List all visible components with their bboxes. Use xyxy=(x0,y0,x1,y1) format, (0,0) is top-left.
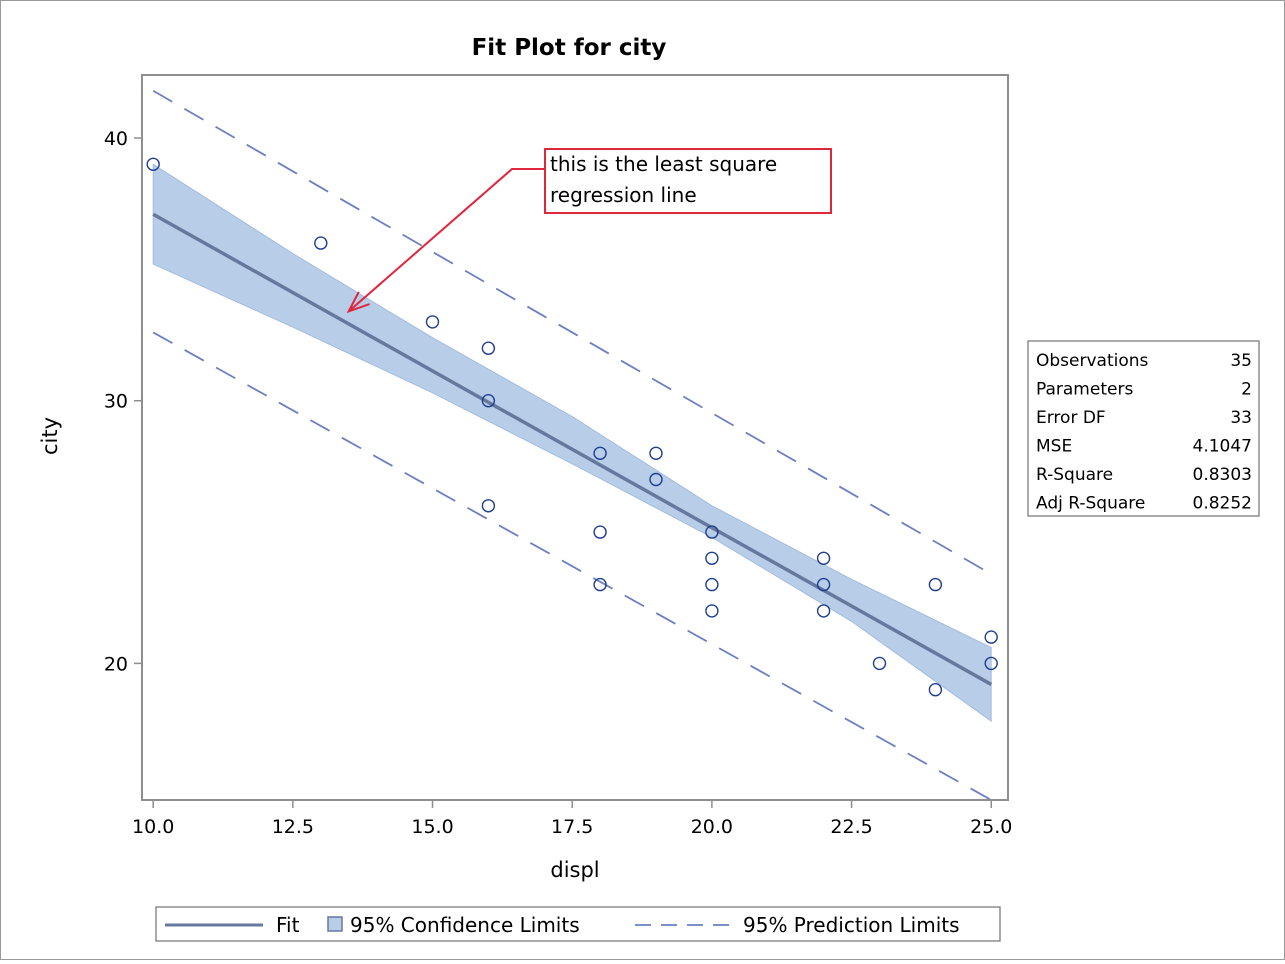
data-point-5 xyxy=(481,499,496,513)
annotation-line-2: regression line xyxy=(550,183,697,207)
x-tick-label-0: 10.0 xyxy=(132,816,174,838)
stats-label-5: Adj R-Square xyxy=(1036,494,1145,514)
data-point-13 xyxy=(705,577,719,592)
data-point-15 xyxy=(816,551,831,565)
x-tick-label-2: 15.0 xyxy=(411,816,453,838)
confidence-band xyxy=(152,163,992,723)
legend: Fit 95% Confidence Limits 95% Prediction… xyxy=(155,906,1001,942)
annotation-box xyxy=(544,148,832,214)
data-point-16 xyxy=(816,577,831,592)
prediction-limits-layer xyxy=(152,89,992,801)
x-tick-label-3: 17.5 xyxy=(551,816,593,838)
data-point-7 xyxy=(593,525,607,539)
data-point-22 xyxy=(984,656,998,671)
stats-value-3: 4.1047 xyxy=(1193,437,1252,457)
data-point-20 xyxy=(928,683,943,697)
x-axis-label: displ xyxy=(550,858,599,882)
data-point-19 xyxy=(928,577,943,592)
legend-box xyxy=(155,906,1001,942)
stats-value-5: 0.8252 xyxy=(1193,494,1252,514)
y-tick-label-2: 40 xyxy=(104,128,128,150)
data-point-17 xyxy=(816,604,831,618)
x-tick-label-4: 20.0 xyxy=(691,816,733,838)
data-point-1 xyxy=(314,236,328,250)
prediction-limit-lower xyxy=(152,331,992,801)
confidence-band-layer xyxy=(152,163,992,723)
stats-value-4: 0.8303 xyxy=(1193,465,1252,485)
data-point-18 xyxy=(872,656,887,671)
stats-box xyxy=(1027,340,1260,517)
y-tick-label-0: 20 xyxy=(104,653,128,675)
data-point-2 xyxy=(425,315,440,329)
x-tick-label-6: 25.0 xyxy=(970,816,1012,838)
stats-label-4: R-Square xyxy=(1036,465,1113,485)
annotation-arrow-line xyxy=(348,168,545,313)
y-tick-label-1: 30 xyxy=(104,391,128,413)
chart-title: Fit Plot for city xyxy=(472,35,667,61)
data-point-3 xyxy=(481,341,496,355)
fit-line xyxy=(152,212,993,686)
data-points-layer xyxy=(146,157,998,697)
stats-rows: Observations 35 Parameters 2 Error DF 33 MSE 4.… xyxy=(1036,351,1252,514)
data-point-12 xyxy=(705,551,719,565)
data-point-21 xyxy=(984,630,998,644)
stats-value-1: 2 xyxy=(1241,380,1252,400)
stats-label-1: Parameters xyxy=(1036,380,1133,400)
y-axis-label: city xyxy=(38,417,62,455)
fit-statistics-table: Observations 35 Parameters 2 Error DF 33 MSE 4.… xyxy=(1027,340,1260,517)
stats-label-3: MSE xyxy=(1036,437,1072,457)
data-point-11 xyxy=(705,525,719,539)
y-axis-ticks: 20 30 40 xyxy=(104,128,142,675)
legend-confidence-swatch xyxy=(327,916,343,932)
data-point-8 xyxy=(593,577,607,592)
x-axis-ticks: 10.0 12.5 15.0 17.5 20.0 22.5 25.0 xyxy=(132,800,1012,838)
plot-area-border xyxy=(141,74,1009,801)
data-point-6 xyxy=(593,446,607,460)
x-tick-label-5: 22.5 xyxy=(830,816,872,838)
data-point-0 xyxy=(146,157,160,172)
x-tick-label-1: 12.5 xyxy=(272,816,314,838)
data-point-14 xyxy=(705,604,719,618)
annotation: this is the least square regression line xyxy=(346,148,832,314)
data-point-9 xyxy=(649,446,663,460)
legend-prediction-label: 95% Prediction Limits xyxy=(743,913,960,937)
legend-confidence-label: 95% Confidence Limits xyxy=(350,913,580,937)
data-point-10 xyxy=(649,472,663,487)
annotation-line-1: this is the least square xyxy=(550,152,777,176)
data-point-4 xyxy=(481,394,496,408)
annotation-arrowhead xyxy=(346,291,370,314)
prediction-limit-upper xyxy=(152,89,992,575)
stats-value-2: 33 xyxy=(1230,408,1252,428)
legend-fit-label: Fit xyxy=(276,913,300,937)
stats-label-0: Observations xyxy=(1036,351,1149,371)
fit-line-layer xyxy=(152,212,993,686)
stats-label-2: Error DF xyxy=(1036,408,1106,428)
stats-value-0: 35 xyxy=(1230,351,1252,371)
